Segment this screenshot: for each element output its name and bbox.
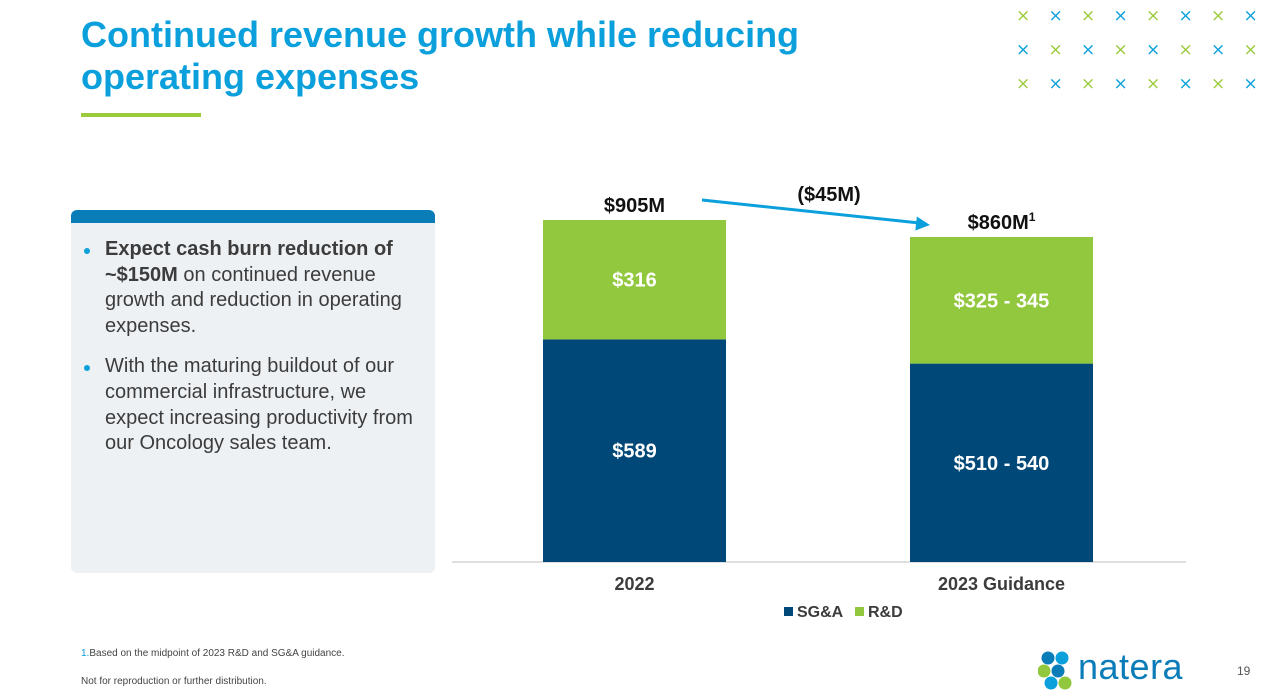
footnote-superscript: 1 bbox=[1029, 210, 1036, 224]
x-mark-icon: × bbox=[1081, 40, 1096, 60]
x-mark-icon: × bbox=[1016, 74, 1031, 94]
x-mark-icon: × bbox=[1048, 74, 1063, 94]
bullet-item: With the maturing buildout of our commer… bbox=[84, 354, 417, 456]
x-mark-icon: × bbox=[1146, 74, 1161, 94]
bar-sga-0 bbox=[543, 339, 726, 562]
x-mark-icon: × bbox=[1178, 74, 1193, 94]
x-mark-icon: × bbox=[1178, 40, 1193, 60]
x-mark-icon: × bbox=[1243, 74, 1258, 94]
x-mark-icon: × bbox=[1211, 74, 1226, 94]
x-mark-icon: × bbox=[1211, 6, 1226, 26]
x-mark-icon: × bbox=[1048, 6, 1063, 26]
decorative-x-pattern: × × × × × × × × × × × × × × × × × × × × × × × × bbox=[1016, 8, 1264, 98]
category-tick-label: 2023 Guidance bbox=[938, 574, 1065, 594]
bullet-item: Expect cash burn reduction of ~$150M on … bbox=[84, 237, 417, 339]
total-label: $905M bbox=[604, 195, 665, 217]
x-mark-icon: × bbox=[1243, 40, 1258, 60]
x-mark-icon: × bbox=[1113, 74, 1128, 94]
bullet-text: With the maturing buildout of our commer… bbox=[105, 355, 413, 455]
x-mark-icon: × bbox=[1113, 6, 1128, 26]
x-mark-icon: × bbox=[1016, 40, 1031, 60]
bullet-text: on continued revenue growth and reductio… bbox=[105, 263, 402, 337]
bullet-panel: Expect cash burn reduction of ~$150M on … bbox=[71, 210, 435, 573]
x-mark-icon: × bbox=[1081, 6, 1096, 26]
natera-logo-icon bbox=[1037, 651, 1072, 690]
bullet-bold-text: Expect cash burn reduction of ~$150M bbox=[105, 238, 393, 286]
natera-logo: natera bbox=[1037, 646, 1208, 690]
change-arrow-head-icon bbox=[915, 216, 930, 231]
bullet-list: Expect cash burn reduction of ~$150M on … bbox=[84, 237, 417, 472]
logo-wordmark: natera bbox=[1078, 646, 1184, 687]
bar-value-label: $589 bbox=[612, 441, 657, 463]
bar-value-label: $510 - 540 bbox=[954, 453, 1050, 475]
x-mark-icon: × bbox=[1081, 74, 1096, 94]
change-annotation: ($45M) bbox=[797, 184, 860, 206]
stacked-bar-chart: $589 $316 2022 $905M $510 - 540 $325 - 345 202… bbox=[452, 184, 1186, 621]
x-mark-icon: × bbox=[1243, 6, 1258, 26]
legend-label: SG&A bbox=[797, 604, 844, 621]
footnote-text: Based on the midpoint of 2023 R&D and SG… bbox=[89, 648, 345, 659]
x-mark-icon: × bbox=[1146, 6, 1161, 26]
footnote: 1.Based on the midpoint of 2023 R&D and … bbox=[81, 648, 345, 659]
title-underline bbox=[81, 113, 201, 117]
bar-value-label: $316 bbox=[612, 270, 657, 292]
page-number: 19 bbox=[1237, 664, 1251, 678]
legend-label: R&D bbox=[868, 604, 903, 621]
disclaimer: Not for reproduction or further distribu… bbox=[81, 676, 267, 687]
x-mark-icon: × bbox=[1113, 40, 1128, 60]
legend-swatch bbox=[784, 607, 793, 616]
bar-value-label: $325 - 345 bbox=[954, 290, 1050, 312]
x-mark-icon: × bbox=[1016, 6, 1031, 26]
category-tick-label: 2022 bbox=[614, 574, 654, 594]
x-mark-icon: × bbox=[1048, 40, 1063, 60]
x-mark-icon: × bbox=[1211, 40, 1226, 60]
change-arrow-line bbox=[701, 198, 925, 225]
bar-rd-0 bbox=[543, 220, 726, 340]
bullet-dot-icon bbox=[84, 365, 90, 372]
bar-sga-1 bbox=[910, 363, 1093, 562]
bullet-dot-icon bbox=[84, 248, 90, 254]
x-mark-icon: × bbox=[1146, 40, 1161, 60]
legend-swatch bbox=[855, 607, 864, 616]
footnote-number: 1. bbox=[81, 648, 90, 659]
bar-rd-1 bbox=[910, 237, 1093, 364]
total-label: $860M1 bbox=[968, 210, 1036, 234]
slide-title: Continued revenue growth while reducing … bbox=[81, 14, 800, 97]
panel-header-bar bbox=[71, 210, 435, 223]
x-mark-icon: × bbox=[1178, 6, 1193, 26]
